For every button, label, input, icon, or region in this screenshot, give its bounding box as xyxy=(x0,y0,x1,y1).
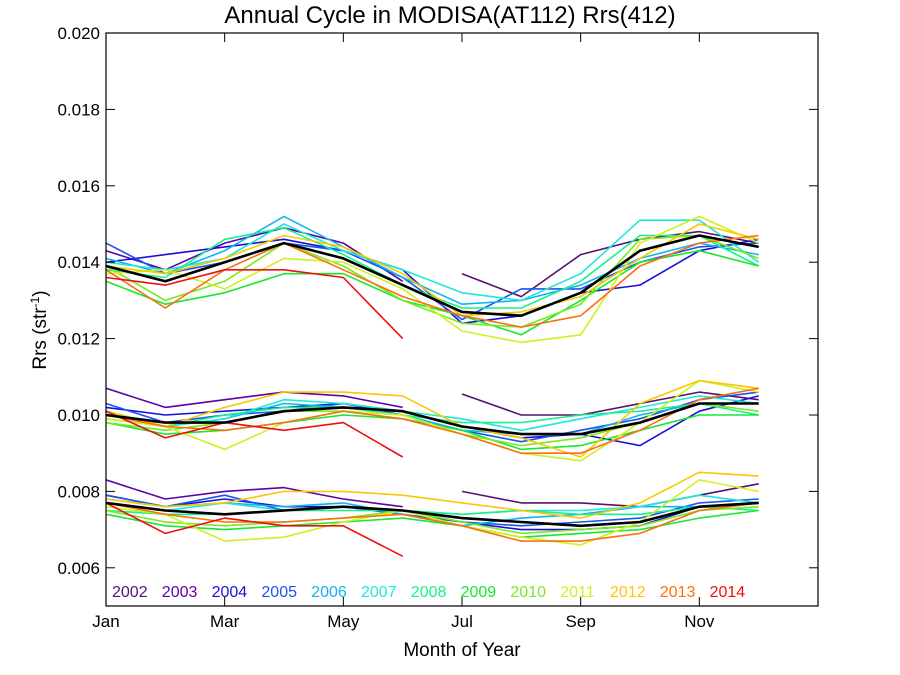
series-2005 xyxy=(105,242,759,527)
legend-item-2009: 2009 xyxy=(461,584,497,601)
y-tick-label: 0.008 xyxy=(57,482,100,501)
series-line-2009-band-0 xyxy=(105,249,759,336)
legend-item-2005: 2005 xyxy=(261,584,297,601)
y-axis-label-end: ) xyxy=(30,290,52,297)
series-line-2003-band-0 xyxy=(105,227,404,282)
x-tick-label: Sep xyxy=(566,612,596,631)
chart-title: Annual Cycle in MODISA(AT112) Rrs(412) xyxy=(224,2,676,29)
series-line-mean-band-0 xyxy=(105,234,759,318)
y-axis-label: Rrs (str-1) xyxy=(28,290,52,369)
y-tick-label: 0.020 xyxy=(57,24,100,43)
series-layer xyxy=(105,215,760,558)
x-tick-label: Mar xyxy=(210,612,240,631)
series-line-2014-band-0 xyxy=(105,268,404,340)
series-2014 xyxy=(105,268,404,558)
legend: 2002 2003 2004 2005 2006 2007 2008 2009 2010 2011… xyxy=(112,584,745,601)
legend-item-2002: 2002 xyxy=(112,584,148,601)
series-line-2013-band-1 xyxy=(105,387,759,455)
y-tick-label: 0.016 xyxy=(57,177,100,196)
series-2008 xyxy=(105,227,760,516)
legend-item-2014: 2014 xyxy=(710,584,746,601)
y-axis-label-main: Rrs (str xyxy=(30,307,52,370)
series-2011 xyxy=(105,215,760,546)
series-line-2014-band-1 xyxy=(105,410,404,458)
series-2012 xyxy=(105,223,759,519)
x-tick-label: May xyxy=(327,612,360,631)
series-line-2012-band-2 xyxy=(105,471,759,519)
series-line-2006-band-0 xyxy=(105,215,759,306)
y-tick-label: 0.014 xyxy=(57,253,100,272)
legend-item-2004: 2004 xyxy=(212,584,248,601)
legend-item-2013: 2013 xyxy=(660,584,696,601)
series-line-mean-band-2 xyxy=(105,501,759,528)
series-line-2002-band-1 xyxy=(461,391,759,416)
y-tick-label: 0.006 xyxy=(57,559,100,578)
y-axis-label-exponent: -1 xyxy=(27,296,42,308)
series-2003 xyxy=(105,227,404,508)
legend-item-2012: 2012 xyxy=(610,584,646,601)
y-tick-label: 0.010 xyxy=(57,406,100,425)
series-line-2012-band-1 xyxy=(105,379,759,458)
x-tick-label: Nov xyxy=(684,612,715,631)
axis-ticks: 0.006 0.008 0.010 0.012 0.014 0.016 0.018 0.020… xyxy=(57,24,818,631)
series-line-2011-band-0 xyxy=(105,215,760,344)
series-2010 xyxy=(105,234,759,535)
legend-item-2010: 2010 xyxy=(510,584,546,601)
x-tick-label: Jan xyxy=(92,612,119,631)
series-mean xyxy=(105,234,759,528)
series-line-2013-band-0 xyxy=(105,234,759,328)
x-tick-label: Jul xyxy=(451,612,473,631)
y-tick-label: 0.012 xyxy=(57,330,100,349)
series-line-mean-band-1 xyxy=(105,402,759,436)
legend-item-2003: 2003 xyxy=(162,584,198,601)
legend-item-2011: 2011 xyxy=(560,584,595,601)
legend-item-2007: 2007 xyxy=(361,584,397,601)
series-line-2011-band-2 xyxy=(105,479,759,546)
series-line-2003-band-1 xyxy=(105,387,403,409)
series-line-2009-band-2 xyxy=(105,509,759,539)
series-line-2011-band-1 xyxy=(105,379,759,462)
series-line-2008-band-0 xyxy=(105,227,760,309)
series-line-2007-band-1 xyxy=(105,395,759,432)
legend-item-2006: 2006 xyxy=(311,584,347,601)
series-line-2003-band-2 xyxy=(105,479,403,508)
y-tick-label: 0.018 xyxy=(57,100,100,119)
series-line-2010-band-2 xyxy=(105,505,759,535)
x-axis-label: Month of Year xyxy=(403,640,521,661)
series-line-2014-band-2 xyxy=(105,502,404,558)
legend-item-2008: 2008 xyxy=(411,584,447,601)
series-line-2012-band-0 xyxy=(105,223,759,317)
series-line-2002-band-2 xyxy=(461,483,759,508)
